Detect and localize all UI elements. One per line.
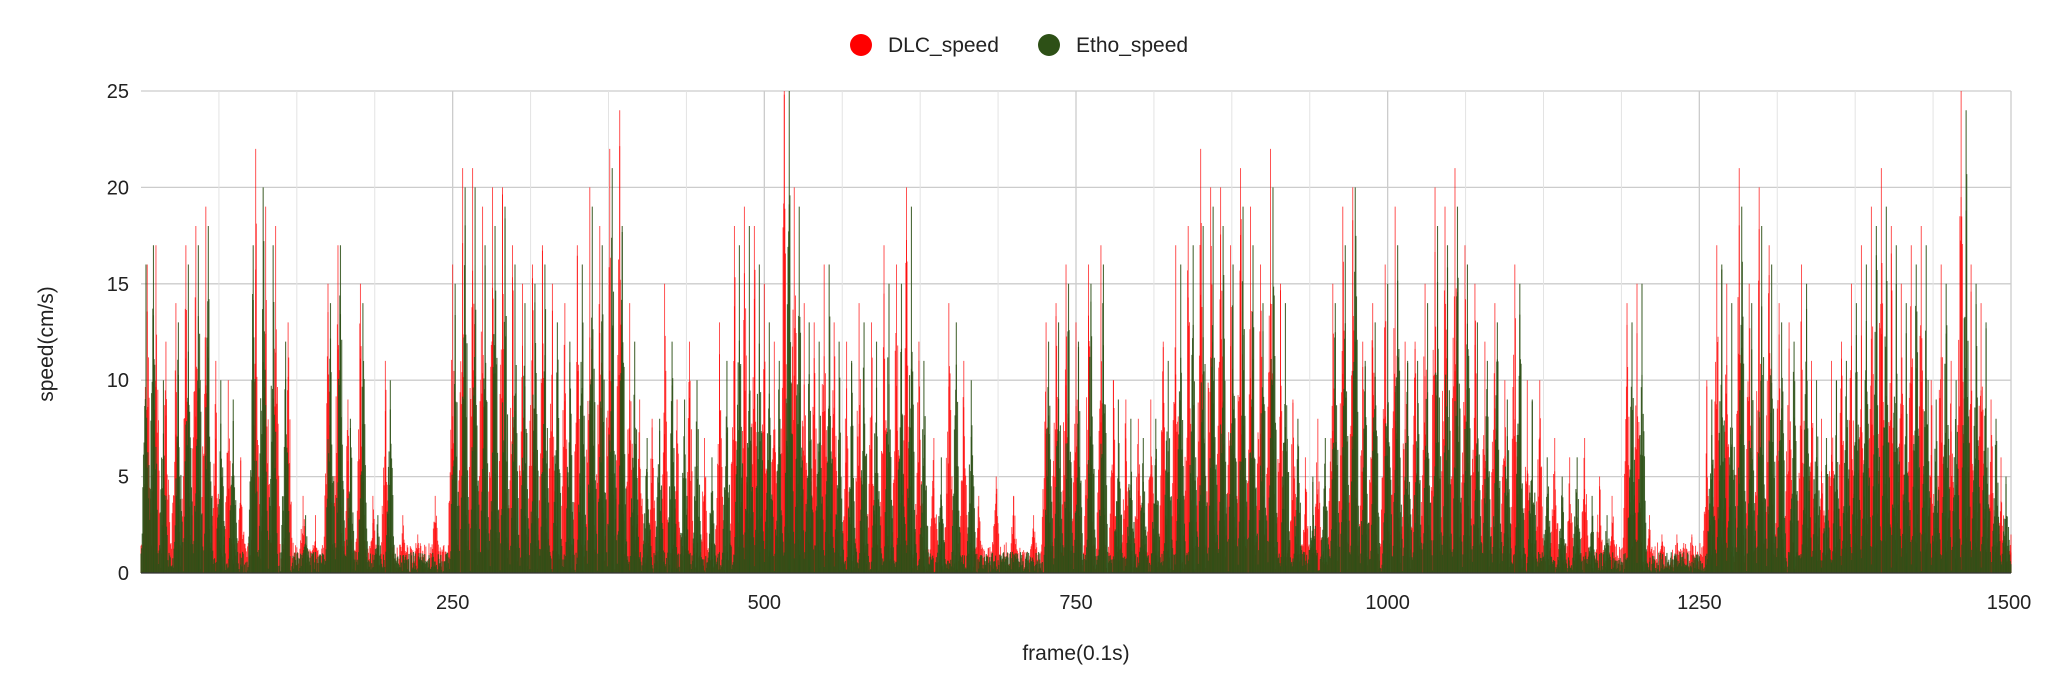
legend-label-etho-speed: Etho_speed (1076, 34, 1188, 57)
legend: DLC_speed Etho_speed (850, 34, 1188, 57)
legend-swatch-etho-speed (1038, 34, 1060, 56)
gridlines (141, 90, 2012, 573)
legend-swatch-dlc-speed (850, 34, 872, 56)
plot-area (140, 91, 2012, 573)
series-etho-speed (140, 91, 2012, 573)
legend-label-dlc-speed: DLC_speed (888, 34, 999, 57)
legend-item-dlc-speed[interactable]: DLC_speed (850, 34, 999, 57)
legend-item-etho-speed[interactable]: Etho_speed (1038, 34, 1188, 57)
